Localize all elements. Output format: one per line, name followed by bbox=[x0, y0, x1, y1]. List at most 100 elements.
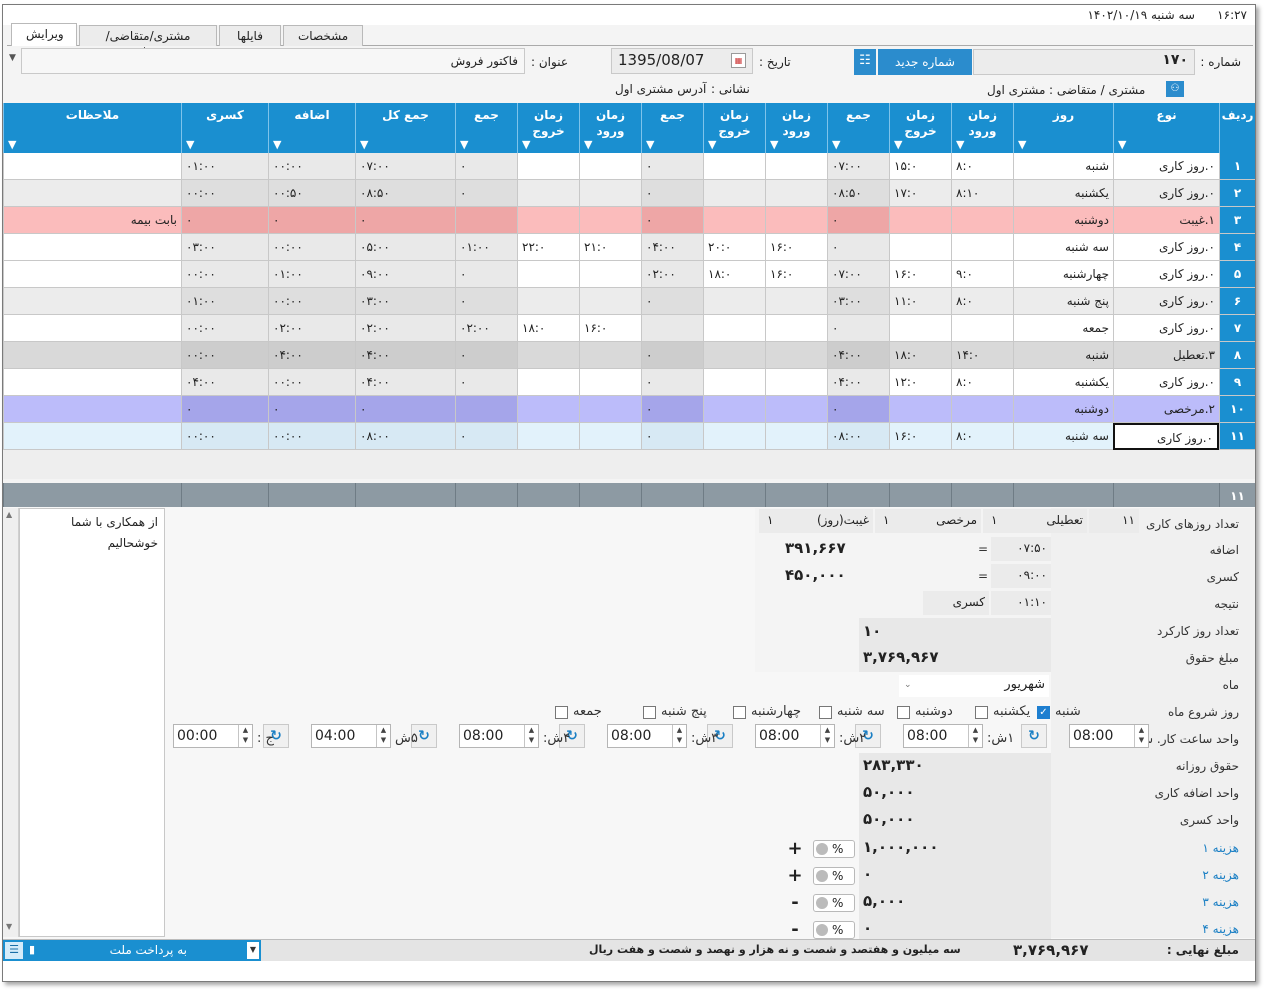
weekday-checkbox[interactable] bbox=[897, 706, 910, 719]
grid-cell-type[interactable]: ۰.روز کاری bbox=[1113, 153, 1219, 180]
tab-specs[interactable]: مشخصات bbox=[283, 25, 363, 46]
grid-cell-out1[interactable]: ۱۸:۰ bbox=[889, 342, 951, 369]
cost-value[interactable]: ۰ bbox=[863, 865, 873, 883]
grid-cell-type[interactable]: ۰.روز کاری bbox=[1113, 261, 1219, 288]
cost-value[interactable]: ۰ bbox=[863, 919, 873, 937]
filter-icon[interactable]: ▼ bbox=[1118, 138, 1127, 151]
payment-select[interactable]: ☰ ▮ به پرداخت ملت ▼ bbox=[3, 940, 261, 961]
grid-cell-sum3[interactable]: ۰ bbox=[455, 288, 517, 315]
grid-cell-total[interactable]: ۰۲:۰۰ bbox=[355, 315, 455, 342]
grid-cell-sum2[interactable]: ۰ bbox=[641, 342, 703, 369]
filter-icon[interactable]: ▼ bbox=[770, 138, 779, 151]
grid-cell-sum1[interactable]: ۰۷:۰۰ bbox=[827, 153, 889, 180]
grid-cell-sum3[interactable] bbox=[455, 396, 517, 423]
column-header-sum2[interactable]: جمع ▼ bbox=[641, 103, 703, 153]
grid-cell-in1[interactable]: ۱۴:۰ bbox=[951, 342, 1013, 369]
grid-cell-sum3[interactable] bbox=[455, 207, 517, 234]
chevron-down-icon[interactable]: ▼ bbox=[9, 53, 16, 63]
grid-cell-out1[interactable] bbox=[889, 234, 951, 261]
cost-sign-button[interactable]: + bbox=[787, 865, 803, 886]
weekday-checkbox[interactable]: ✓ bbox=[1037, 706, 1050, 719]
grid-cell-notes[interactable] bbox=[3, 261, 181, 288]
weekday-checkbox[interactable] bbox=[975, 706, 988, 719]
grid-cell-sum3[interactable]: ۰ bbox=[455, 180, 517, 207]
filter-icon[interactable]: ▼ bbox=[646, 138, 655, 151]
filter-icon[interactable]: ▼ bbox=[460, 138, 469, 151]
grid-cell-in3[interactable] bbox=[579, 153, 641, 180]
filter-icon[interactable]: ▼ bbox=[273, 138, 282, 151]
grid-cell-notes[interactable] bbox=[3, 423, 181, 450]
grid-cell-in2[interactable] bbox=[765, 207, 827, 234]
grid-cell-out3[interactable] bbox=[517, 153, 579, 180]
filter-icon[interactable]: ▼ bbox=[832, 138, 841, 151]
grid-cell-type[interactable]: ۰.روز کاری bbox=[1113, 234, 1219, 261]
column-header-deduct[interactable]: کسری ▼ bbox=[181, 103, 268, 153]
tab-files[interactable]: فایلها bbox=[219, 25, 281, 46]
grid-cell-deduct[interactable]: ۰۰:۰۰ bbox=[181, 315, 268, 342]
column-header-extra[interactable]: اضافه ▼ bbox=[268, 103, 355, 153]
list-icon[interactable]: ☰ bbox=[5, 942, 23, 959]
grid-cell-deduct[interactable]: ۰۰:۰۰ bbox=[181, 180, 268, 207]
reset-icon[interactable]: ↻ bbox=[559, 724, 585, 748]
grid-cell-in2[interactable] bbox=[765, 396, 827, 423]
spinner-arrows-icon[interactable]: ▲ ▼ bbox=[968, 725, 982, 747]
grid-cell-extra[interactable]: ۰۲:۰۰ bbox=[268, 315, 355, 342]
grid-cell-out3[interactable] bbox=[517, 261, 579, 288]
spinner-arrows-icon[interactable]: ▲ ▼ bbox=[376, 725, 390, 747]
column-header-sum1[interactable]: جمع ▼ bbox=[827, 103, 889, 153]
grid-cell-day[interactable]: شنبه bbox=[1013, 153, 1113, 180]
month-chevron-icon[interactable]: ⌄ bbox=[904, 680, 912, 690]
column-header-num[interactable]: ردیف bbox=[1219, 103, 1255, 153]
grid-cell-sum1[interactable]: ۰۸:۰۰ bbox=[827, 423, 889, 450]
grid-cell-extra[interactable]: ۰ bbox=[268, 396, 355, 423]
hour-unit-spinner[interactable]: 08:00 ▲ ▼ bbox=[459, 724, 539, 748]
grid-cell-in1[interactable]: ۸:۱۰ bbox=[951, 180, 1013, 207]
spinner-arrows-icon[interactable]: ▲ ▼ bbox=[820, 725, 834, 747]
grid-cell-sum2[interactable]: ۰۴:۰۰ bbox=[641, 234, 703, 261]
grid-cell-in3[interactable] bbox=[579, 288, 641, 315]
grid-cell-deduct[interactable]: ۰۱:۰۰ bbox=[181, 153, 268, 180]
grid-cell-in3[interactable] bbox=[579, 180, 641, 207]
filter-icon[interactable]: ▼ bbox=[708, 138, 717, 151]
column-header-in3[interactable]: زمان ورود ▼ bbox=[579, 103, 641, 153]
grid-cell-extra[interactable]: ۰۰:۰۰ bbox=[268, 423, 355, 450]
scroll-up-icon[interactable]: ▲ bbox=[6, 510, 13, 519]
grid-cell-out1[interactable] bbox=[889, 207, 951, 234]
cost-sign-button[interactable]: + bbox=[787, 838, 803, 859]
grid-cell-out1[interactable]: ۱۶:۰ bbox=[889, 261, 951, 288]
spinner-arrows-icon[interactable]: ▲ ▼ bbox=[238, 725, 252, 747]
grid-cell-total[interactable]: ۰۸:۵۰ bbox=[355, 180, 455, 207]
hour-unit-spinner[interactable]: 08:00 ▲ ▼ bbox=[903, 724, 983, 748]
reset-icon[interactable]: ↻ bbox=[707, 724, 733, 748]
grid-cell-notes[interactable] bbox=[3, 315, 181, 342]
grid-cell-out1[interactable]: ۱۷:۰ bbox=[889, 180, 951, 207]
grid-cell-extra[interactable]: ۰ bbox=[268, 207, 355, 234]
weekday-checkbox[interactable] bbox=[643, 706, 656, 719]
grid-cell-in1[interactable] bbox=[951, 234, 1013, 261]
grid-cell-day[interactable]: جمعه bbox=[1013, 315, 1113, 342]
row-number[interactable]: ۳ bbox=[1219, 207, 1255, 234]
grid-cell-notes[interactable] bbox=[3, 396, 181, 423]
row-number[interactable]: ۵ bbox=[1219, 261, 1255, 288]
cost-value[interactable]: ۱,۰۰۰,۰۰۰ bbox=[863, 838, 939, 856]
customer-icon[interactable]: ⚇ bbox=[1166, 81, 1184, 97]
grid-cell-sum3[interactable]: ۰ bbox=[455, 261, 517, 288]
grid-cell-sum1[interactable]: ۰ bbox=[827, 234, 889, 261]
grid-cell-in1[interactable] bbox=[951, 207, 1013, 234]
calculator-icon[interactable]: ☷ bbox=[854, 49, 876, 75]
grid-cell-sum2[interactable] bbox=[641, 315, 703, 342]
grid-cell-out2[interactable] bbox=[703, 207, 765, 234]
grid-cell-type[interactable]: ۲.مرخصی bbox=[1113, 396, 1219, 423]
notes-textarea[interactable]: از همکاری با شما خوشحالیم bbox=[19, 508, 165, 937]
grid-cell-out2[interactable] bbox=[703, 315, 765, 342]
grid-cell-in2[interactable] bbox=[765, 342, 827, 369]
grid-cell-in2[interactable] bbox=[765, 423, 827, 450]
grid-cell-out2[interactable] bbox=[703, 342, 765, 369]
grid-cell-out3[interactable] bbox=[517, 180, 579, 207]
month-select[interactable]: شهریور bbox=[899, 675, 1049, 697]
grid-cell-out2[interactable] bbox=[703, 288, 765, 315]
reset-icon[interactable]: ↻ bbox=[1021, 724, 1047, 748]
weekday-checkbox[interactable] bbox=[819, 706, 832, 719]
grid-cell-out1[interactable]: ۱۶:۰ bbox=[889, 423, 951, 450]
column-header-notes[interactable]: ملاحظات ▼ bbox=[3, 103, 181, 153]
